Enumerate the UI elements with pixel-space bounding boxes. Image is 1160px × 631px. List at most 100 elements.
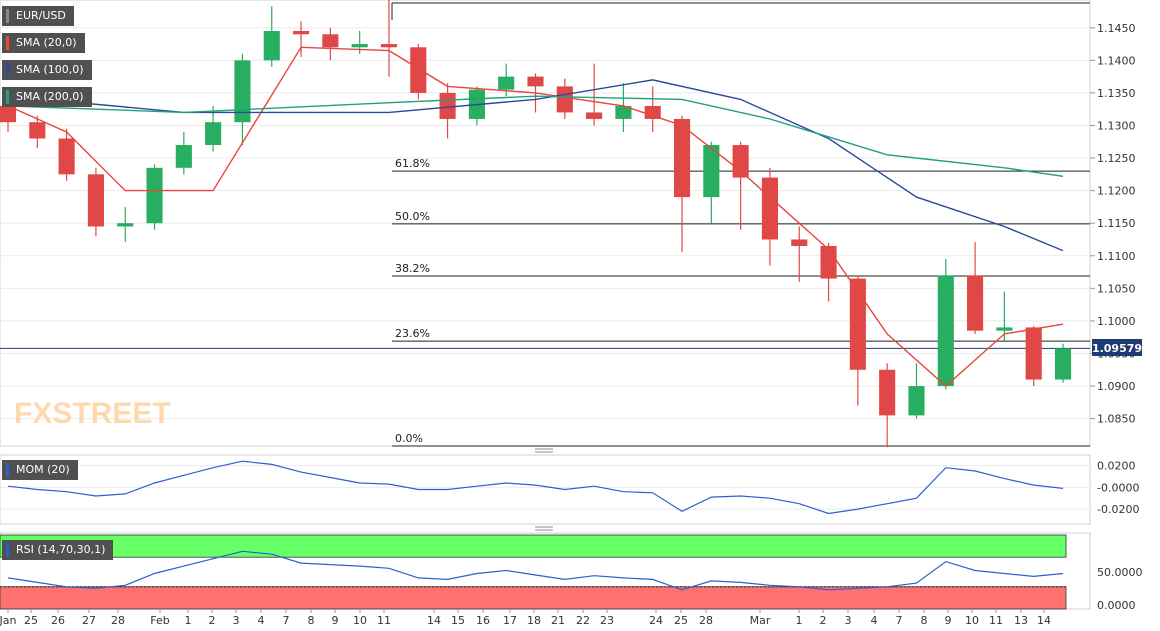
candle-body bbox=[351, 44, 368, 48]
candle-body bbox=[673, 118, 691, 198]
candle-body bbox=[644, 105, 661, 119]
x-tick-label: 2 bbox=[209, 614, 216, 627]
candle-body bbox=[791, 239, 808, 246]
candle-body bbox=[0, 105, 17, 123]
x-tick-label: 22 bbox=[576, 614, 590, 627]
rsi-label: RSI (14,70,30,1) bbox=[16, 543, 106, 556]
x-tick-label: 21 bbox=[551, 614, 565, 627]
x-tick-label: 27 bbox=[82, 614, 96, 627]
candle-body bbox=[263, 31, 280, 61]
y-tick-label: 1.1050 bbox=[1097, 282, 1136, 295]
momentum-tick-label: -0.0200 bbox=[1097, 503, 1139, 516]
candle-body bbox=[967, 275, 984, 331]
momentum-swatch bbox=[6, 463, 9, 477]
candle-body bbox=[908, 386, 925, 416]
momentum-resize-handle[interactable] bbox=[535, 448, 553, 453]
candle-body bbox=[996, 327, 1013, 331]
symbol-swatch bbox=[6, 9, 9, 23]
momentum-tick-label: -0.0000 bbox=[1097, 481, 1139, 494]
x-tick-label: 9 bbox=[332, 614, 339, 627]
y-tick-label: 1.0850 bbox=[1097, 413, 1136, 426]
fib-label: 23.6% bbox=[395, 327, 430, 340]
sma200-line bbox=[7, 95, 1064, 177]
x-tick-label: 28 bbox=[699, 614, 713, 627]
candle-body bbox=[58, 138, 75, 175]
x-tick-label: 3 bbox=[233, 614, 240, 627]
momentum-label: MOM (20) bbox=[16, 463, 70, 476]
rsi-tick-label: 0.0000 bbox=[1097, 599, 1136, 612]
x-tick-label: 26 bbox=[51, 614, 65, 627]
y-tick-label: 1.0900 bbox=[1097, 380, 1136, 393]
candle-body bbox=[322, 34, 339, 48]
x-tick-label: 7 bbox=[896, 614, 903, 627]
x-tick-label: 4 bbox=[258, 614, 265, 627]
y-tick-label: 1.1000 bbox=[1097, 315, 1136, 328]
rsi-line bbox=[7, 550, 1064, 591]
y-tick-label: 1.1450 bbox=[1097, 22, 1136, 35]
sma200-tag[interactable]: SMA (200,0) bbox=[2, 87, 92, 107]
x-tick-label: 9 bbox=[945, 614, 952, 627]
x-tick-label: 1 bbox=[185, 614, 192, 627]
rsi-resize-handle[interactable] bbox=[535, 526, 553, 531]
x-tick-label: 10 bbox=[353, 614, 367, 627]
candle-body bbox=[29, 122, 46, 139]
candle-body bbox=[439, 92, 456, 119]
rsi-tick-label: 50.0000 bbox=[1097, 566, 1143, 579]
x-tick-label: 15 bbox=[451, 614, 465, 627]
x-axis: Jan 25 26 27 28 Feb 1 2 3 4 7 8 9 10 11 14 15 16 17 18 21 22 2… bbox=[0, 609, 1051, 627]
sma20-swatch bbox=[6, 36, 9, 50]
x-tick-label: 24 bbox=[649, 614, 663, 627]
rsi-tag[interactable]: RSI (14,70,30,1) bbox=[2, 540, 114, 560]
candle-body bbox=[556, 86, 573, 113]
momentum-tag[interactable]: MOM (20) bbox=[2, 460, 78, 480]
y-axis: 1.1450 1.1400 1.1350 1.1300 1.1250 1.1200 1.11… bbox=[1090, 22, 1143, 612]
x-tick-label: 25 bbox=[24, 614, 38, 627]
x-tick-label: 10 bbox=[965, 614, 979, 627]
x-tick-label: 16 bbox=[476, 614, 490, 627]
x-tick-label: 17 bbox=[503, 614, 517, 627]
x-tick-label: 13 bbox=[1014, 614, 1028, 627]
moving-averages bbox=[7, 46, 1064, 388]
sma100-line bbox=[7, 79, 1064, 252]
candle-body bbox=[234, 60, 251, 123]
rsi-swatch bbox=[6, 543, 9, 557]
y-tick-label: 1.1350 bbox=[1097, 87, 1136, 100]
candle-body bbox=[117, 223, 134, 227]
oscillator-lines bbox=[7, 460, 1064, 591]
fxstreet-watermark: FXSTREET bbox=[14, 397, 171, 430]
fib-label: 50.0% bbox=[395, 210, 430, 223]
candle-body bbox=[761, 177, 779, 240]
x-tick-label: 4 bbox=[871, 614, 878, 627]
symbol-tag[interactable]: EUR/USD bbox=[2, 6, 74, 26]
momentum-tick-label: 0.0200 bbox=[1097, 460, 1136, 473]
candle-body bbox=[937, 275, 954, 387]
candles bbox=[0, 0, 1072, 448]
candle-body bbox=[146, 167, 163, 224]
x-tick-label: 11 bbox=[377, 614, 391, 627]
x-tick-label: 18 bbox=[527, 614, 541, 627]
x-tick-label: Mar bbox=[750, 614, 771, 627]
candle-body bbox=[205, 122, 222, 146]
y-tick-label: 1.1150 bbox=[1097, 217, 1136, 230]
sma20-label: SMA (20,0) bbox=[16, 36, 77, 49]
x-tick-label: 8 bbox=[308, 614, 315, 627]
sma20-tag[interactable]: SMA (20,0) bbox=[2, 33, 85, 53]
candle-body bbox=[820, 245, 837, 279]
candle-body bbox=[879, 369, 896, 416]
last-price-label: 1.09579 bbox=[1092, 342, 1142, 355]
fib-label: 61.8% bbox=[395, 157, 430, 170]
sma100-swatch bbox=[6, 63, 9, 77]
sma100-tag[interactable]: SMA (100,0) bbox=[2, 60, 92, 80]
x-tick-label: Feb bbox=[150, 614, 169, 627]
rsi-bands bbox=[0, 534, 1067, 610]
x-tick-label: Jan bbox=[0, 614, 17, 627]
x-tick-label: 28 bbox=[111, 614, 125, 627]
x-tick-label: 25 bbox=[674, 614, 688, 627]
y-tick-label: 1.1400 bbox=[1097, 54, 1136, 67]
rsi-overbought-band bbox=[0, 534, 1067, 558]
sma20-line bbox=[7, 46, 1064, 388]
y-tick-label: 1.1200 bbox=[1097, 185, 1136, 198]
candle-body bbox=[1025, 327, 1042, 380]
x-tick-label: 11 bbox=[989, 614, 1003, 627]
